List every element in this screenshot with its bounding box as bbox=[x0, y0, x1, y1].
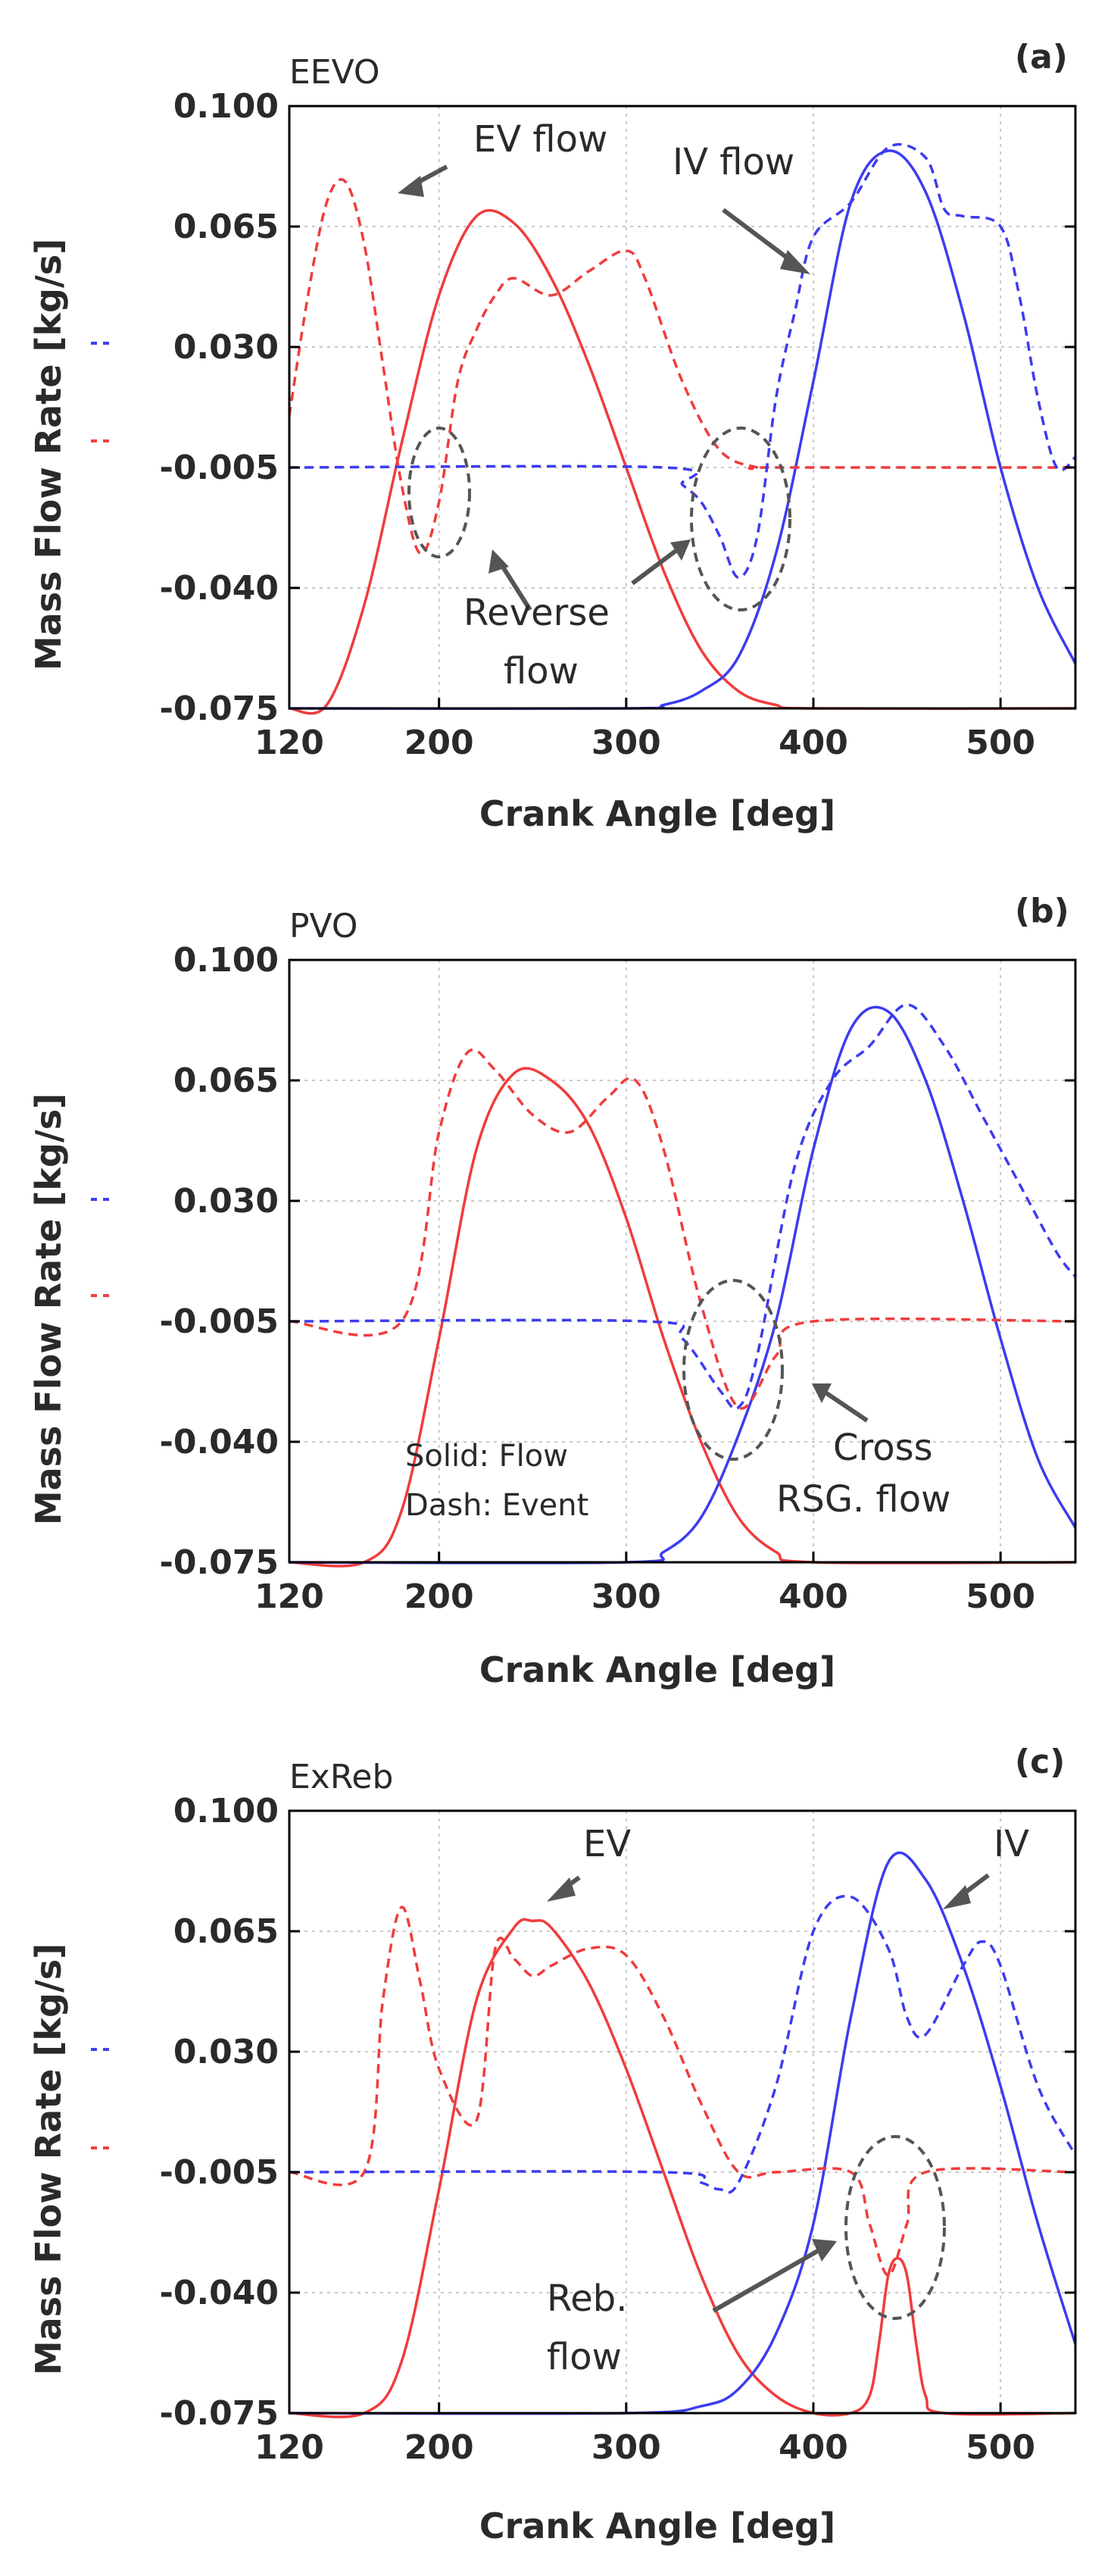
arrowhead bbox=[812, 2239, 837, 2262]
y-tick-label: -0.040 bbox=[160, 1423, 279, 1462]
arrow bbox=[824, 1390, 869, 1423]
panel-title: ExReb bbox=[289, 1758, 393, 1796]
panel-b: PVO (b) 120 200 300 400 500 0.100 0.065 0.030 -0… bbox=[28, 892, 1077, 1690]
y-axis-label: Mass Flow Rate [kg/s] bbox=[28, 1943, 69, 2375]
annotation-cross: Cross bbox=[833, 1427, 933, 1469]
annotation-reverse: Reverse bbox=[463, 592, 610, 634]
y-tick-label: -0.005 bbox=[160, 1302, 279, 1341]
annotation-ev: EV bbox=[583, 1823, 631, 1865]
plot-frame bbox=[288, 1809, 1077, 2415]
panel-title: PVO bbox=[289, 907, 358, 946]
annotation-iv-flow: IV flow bbox=[673, 141, 794, 183]
x-axis-label: Crank Angle [deg] bbox=[479, 2506, 835, 2546]
series-ev-flow bbox=[289, 1067, 1076, 1568]
series-ev-event bbox=[289, 1905, 1076, 2277]
y-tick-label: -0.005 bbox=[160, 2153, 279, 2192]
panel-c: ExReb (c) 120 200 300 400 500 0.100 0.065 0.030… bbox=[28, 1743, 1077, 2546]
annotation-dash-event: Dash: Event bbox=[405, 1488, 588, 1523]
arrowhead bbox=[943, 1885, 971, 1909]
x-tick-label: 200 bbox=[404, 1577, 474, 1616]
panel-title: EEVO bbox=[289, 53, 380, 92]
annotation-solid-flow: Solid: Flow bbox=[405, 1439, 568, 1474]
x-tick-label: 200 bbox=[404, 724, 474, 762]
y-tick-label: 0.100 bbox=[173, 941, 279, 980]
arrow bbox=[712, 2246, 823, 2313]
series-iv-event bbox=[289, 1895, 1077, 2194]
y-tick-label: 0.100 bbox=[173, 1792, 279, 1830]
x-tick-label: 120 bbox=[254, 1577, 324, 1616]
series-ev-event bbox=[288, 178, 1075, 555]
arrow bbox=[498, 561, 532, 611]
arrow bbox=[631, 547, 679, 586]
x-tick-label: 300 bbox=[591, 724, 661, 762]
x-tick-label: 200 bbox=[404, 2428, 474, 2467]
arrowhead bbox=[812, 1383, 832, 1403]
x-tick-label: 500 bbox=[966, 724, 1035, 762]
arrowhead bbox=[780, 250, 810, 274]
x-tick-label: 300 bbox=[591, 1577, 661, 1616]
annotation-rsg-flow: RSG. flow bbox=[776, 1478, 950, 1521]
y-tick-label: 0.100 bbox=[173, 87, 279, 126]
x-tick-label: 400 bbox=[779, 1577, 848, 1616]
reverse-flow-circle-ev bbox=[407, 427, 471, 558]
y-axis-label: Mass Flow Rate [kg/s] bbox=[28, 1093, 69, 1525]
reverse-flow-circle-iv bbox=[690, 427, 791, 611]
y-tick-label: 0.030 bbox=[173, 2033, 279, 2071]
series-ev-flow bbox=[289, 1918, 1076, 2418]
arrowhead bbox=[547, 1877, 576, 1902]
cross-flow-circle bbox=[682, 1279, 784, 1461]
series-ev-flow bbox=[289, 208, 1076, 715]
plot-frame bbox=[288, 105, 1077, 710]
y-tick-label: 0.065 bbox=[173, 1061, 279, 1100]
x-tick-label: 120 bbox=[254, 2428, 324, 2467]
annotation-ev-flow: EV flow bbox=[473, 118, 607, 161]
annotation-iv: IV bbox=[994, 1823, 1029, 1865]
arrowhead bbox=[488, 549, 509, 574]
x-tick-label: 500 bbox=[966, 1577, 1035, 1616]
panel-label: (a) bbox=[1015, 38, 1068, 77]
series-iv-flow bbox=[289, 1005, 1077, 1565]
y-tick-label: -0.075 bbox=[160, 1543, 279, 1582]
y-tick-label: -0.075 bbox=[160, 689, 279, 728]
y-tick-label: -0.005 bbox=[160, 449, 279, 487]
y-tick-label: 0.030 bbox=[173, 1182, 279, 1221]
plot-frame bbox=[288, 958, 1077, 1564]
panel-a: EEVO (a) 120 200 300 400 500 0.100 0.065 0.030 -… bbox=[28, 38, 1077, 834]
y-tick-label: -0.040 bbox=[160, 2274, 279, 2312]
series-ev-event bbox=[289, 1048, 1076, 1410]
y-tick-label: 0.065 bbox=[173, 1912, 279, 1951]
y-tick-label: -0.075 bbox=[160, 2394, 279, 2433]
x-tick-label: 400 bbox=[779, 724, 848, 762]
y-tick-label: 0.065 bbox=[173, 208, 279, 246]
series-iv-flow bbox=[289, 149, 1077, 711]
series-iv-event bbox=[289, 1003, 1077, 1411]
series-iv-flow bbox=[289, 1851, 1077, 2415]
panel-label: (c) bbox=[1015, 1743, 1065, 1781]
reb-flow-circle bbox=[844, 2135, 946, 2320]
x-tick-label: 500 bbox=[966, 2428, 1035, 2467]
arrowhead bbox=[670, 539, 691, 561]
x-axis-label: Crank Angle [deg] bbox=[479, 1649, 835, 1690]
arrowhead bbox=[398, 176, 424, 197]
x-tick-label: 400 bbox=[779, 2428, 848, 2467]
series-iv-event bbox=[289, 142, 1077, 580]
y-tick-label: 0.030 bbox=[173, 328, 279, 367]
annotation-reb: Reb. bbox=[547, 2277, 627, 2320]
x-tick-label: 300 bbox=[591, 2428, 661, 2467]
y-axis-label: Mass Flow Rate [kg/s] bbox=[28, 239, 69, 671]
y-tick-label: -0.040 bbox=[160, 569, 279, 608]
annotation-reb-flow: flow bbox=[547, 2336, 622, 2378]
x-tick-label: 120 bbox=[254, 724, 324, 762]
panel-label: (b) bbox=[1015, 892, 1069, 930]
x-axis-label: Crank Angle [deg] bbox=[479, 793, 835, 834]
annotation-reverse-flow: flow bbox=[504, 650, 579, 692]
